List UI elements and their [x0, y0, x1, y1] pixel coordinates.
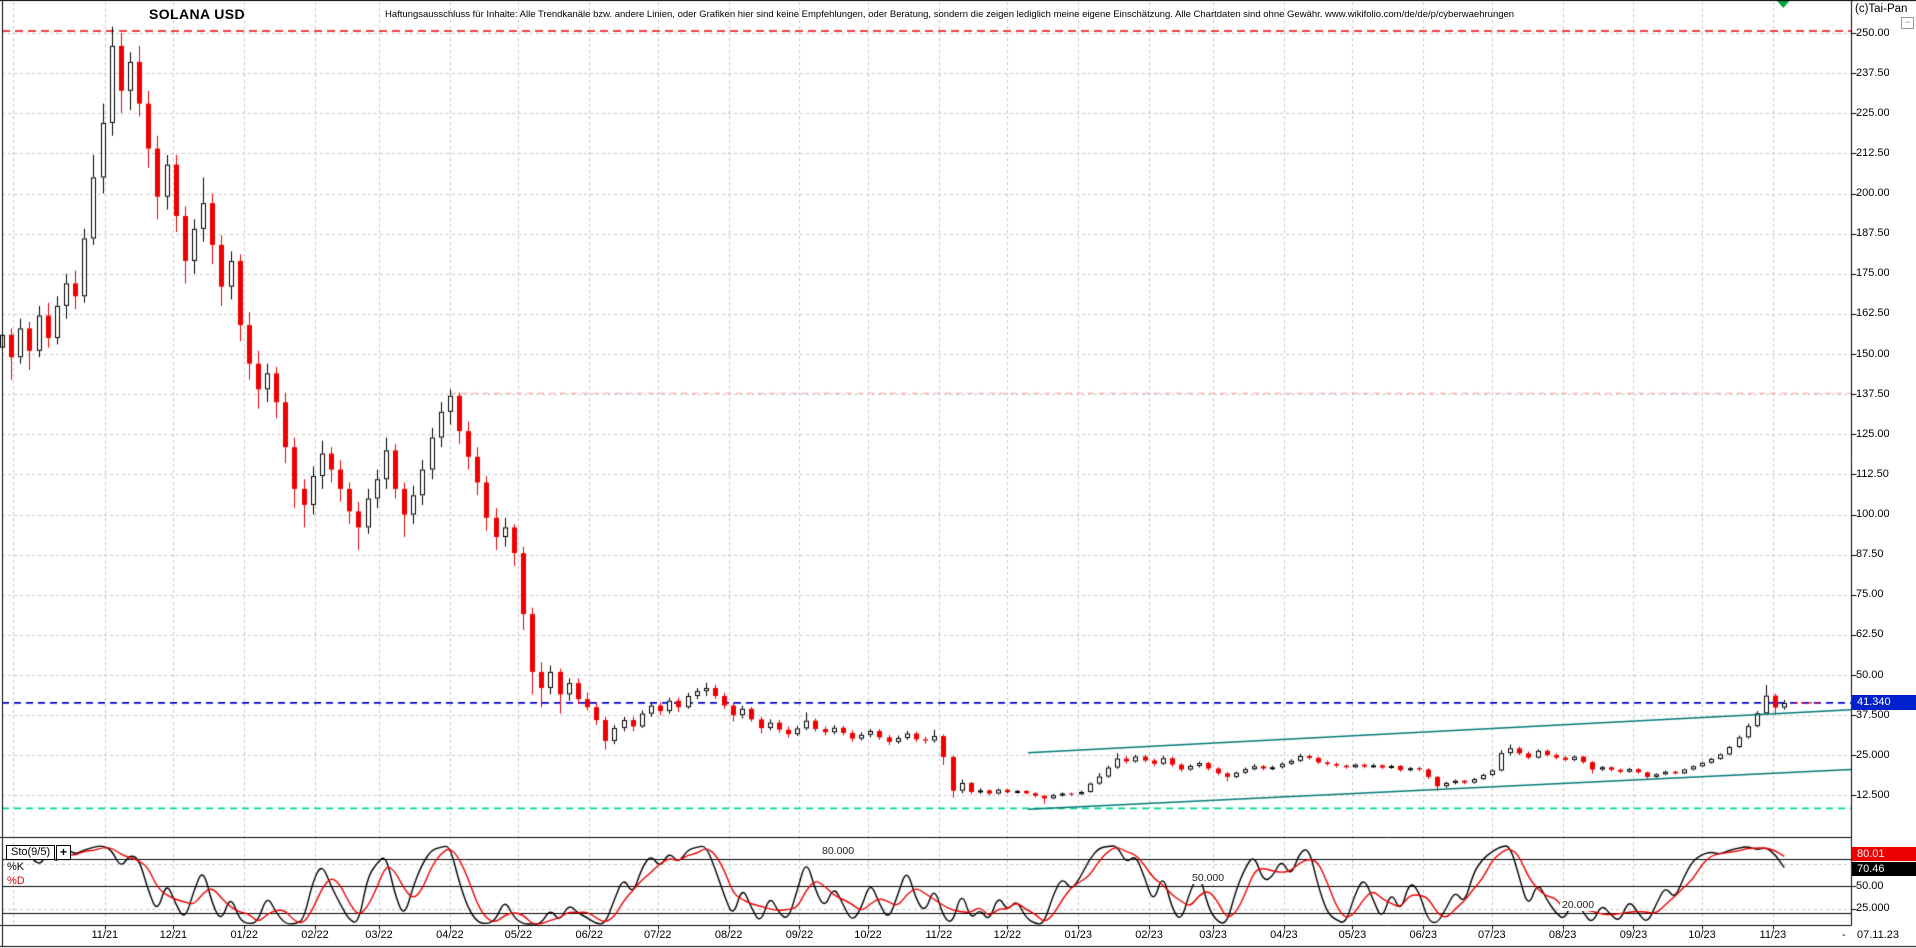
month-label: 11/22 — [925, 929, 953, 941]
month-label: 10/22 — [854, 929, 882, 941]
month-label: 04/22 — [436, 929, 464, 941]
price-tick-label: 37.500 — [1856, 708, 1890, 721]
copyright-label: (c)Tai-Pan — [1855, 3, 1908, 15]
month-label: 06/23 — [1409, 929, 1438, 941]
stoch-axis-tick-label: 50.00 — [1856, 879, 1884, 892]
month-label: 10/23 — [1688, 929, 1716, 941]
month-label: 09/23 — [1619, 929, 1648, 941]
last-date-label: 07.11.23 — [1857, 929, 1900, 941]
price-tick-label: 237.50 — [1856, 66, 1890, 79]
disclaimer-text: Haftungsausschluss für Inhalte: Alle Tre… — [385, 9, 1515, 20]
price-tick-label: 175.00 — [1856, 267, 1890, 280]
price-tick-label: 125.00 — [1856, 427, 1890, 440]
month-label: 01/22 — [230, 929, 258, 941]
price-tick-label: 150.00 — [1856, 347, 1890, 360]
month-label: 04/23 — [1270, 929, 1298, 941]
stoch-d-legend: %D — [7, 875, 25, 887]
price-tick-label: 62.50 — [1856, 628, 1884, 641]
month-label: 07/23 — [1478, 929, 1506, 941]
price-tick-label: 187.50 — [1856, 227, 1890, 240]
axis-separator-label: - — [1842, 929, 1846, 941]
month-label: 07/22 — [644, 929, 672, 941]
price-tick-label: 212.50 — [1856, 146, 1890, 159]
stoch-line-label: 20.000 — [1560, 899, 1597, 911]
stoch-axis-tick-label: 25.000 — [1856, 902, 1890, 914]
month-label: 05/23 — [1338, 929, 1367, 941]
month-label: 12/22 — [993, 929, 1022, 941]
indicator-settings-button[interactable]: Sto(9/5) — [6, 845, 56, 860]
price-tick-label: 250.00 — [1856, 26, 1890, 39]
last-price-tag: 41.340 — [1852, 695, 1916, 711]
month-label: 02/22 — [301, 929, 329, 941]
chart-title: SOLANA USD — [149, 6, 246, 22]
month-label: 08/22 — [714, 929, 743, 941]
collapse-icon[interactable]: − — [1901, 17, 1914, 29]
stoch-d-value-tag: 80.01 — [1852, 847, 1916, 861]
stoch-k-legend: %K — [7, 861, 25, 873]
month-label: 11/23 — [1759, 929, 1787, 941]
price-tick-label: 112.50 — [1856, 467, 1889, 480]
stoch-line-label: 80.000 — [820, 845, 857, 857]
price-tick-label: 87.50 — [1856, 548, 1884, 561]
month-label: 02/23 — [1135, 929, 1163, 941]
price-tick-label: 200.00 — [1856, 187, 1890, 200]
month-label: 03/23 — [1199, 929, 1227, 941]
price-tick-label: 12.500 — [1856, 788, 1890, 801]
month-label: 01/23 — [1064, 929, 1092, 941]
price-tick-label: 162.50 — [1856, 307, 1890, 320]
price-tick-label: 137.50 — [1856, 387, 1890, 400]
add-indicator-button[interactable]: + — [56, 845, 71, 860]
stoch-line-label: 50.000 — [1190, 872, 1227, 884]
price-tick-label: 25.000 — [1856, 748, 1890, 761]
month-label: 05/22 — [504, 929, 533, 941]
month-label: 09/22 — [785, 929, 814, 941]
month-label: 06/22 — [575, 929, 603, 941]
price-tick-label: 75.00 — [1856, 588, 1884, 601]
price-tick-label: 50.00 — [1856, 668, 1884, 681]
price-tick-label: 225.00 — [1856, 106, 1890, 119]
month-label: 08/23 — [1548, 929, 1577, 941]
month-label: 03/22 — [365, 929, 393, 941]
month-label: 12/21 — [159, 929, 188, 941]
month-label: 11/21 — [91, 929, 119, 941]
stoch-k-value-tag: 70.46 — [1852, 862, 1916, 876]
price-tick-label: 100.00 — [1856, 508, 1890, 521]
